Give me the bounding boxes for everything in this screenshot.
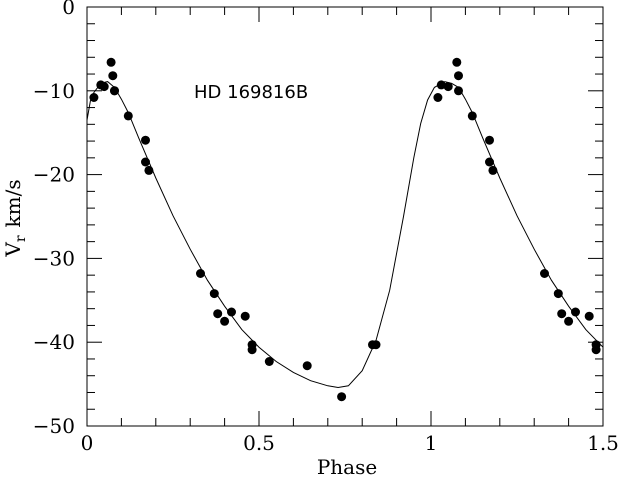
y-axis-title: Vr km/s: [1, 179, 29, 257]
y-axis-title-sub: r: [13, 235, 29, 242]
plot-frame: [86, 6, 604, 427]
y-tick-label: −40: [33, 330, 75, 354]
data-point: [209, 289, 219, 299]
data-point: [141, 157, 150, 167]
y-tick-label: −50: [33, 414, 75, 438]
ticks: [86, 6, 604, 427]
x-tick-label: 0: [81, 431, 94, 455]
x-tick-label: 1.5: [587, 431, 619, 455]
y-tick-label: −30: [33, 246, 75, 270]
data-point: [110, 86, 119, 96]
data-point: [452, 57, 462, 67]
data-point: [220, 316, 230, 326]
data-point: [443, 82, 453, 92]
data-points: [89, 57, 601, 402]
data-point: [302, 361, 312, 371]
data-point: [337, 392, 347, 402]
tick-labels: 0 0.5 1 1.5 0 −10 −20 −30 −40 −50: [33, 0, 619, 455]
data-point: [213, 309, 223, 319]
data-point: [227, 307, 236, 317]
data-point: [540, 269, 549, 278]
data-point: [488, 165, 498, 175]
data-point: [371, 340, 381, 350]
data-point: [108, 71, 118, 81]
data-point: [264, 357, 274, 366]
data-point: [591, 345, 601, 355]
data-point: [123, 111, 133, 121]
data-point: [467, 111, 477, 121]
data-point: [240, 311, 250, 321]
data-point: [454, 71, 463, 81]
y-tick-label: 0: [62, 0, 75, 19]
data-point: [485, 157, 494, 167]
fit-curve: [86, 81, 604, 389]
data-point: [99, 82, 109, 92]
data-point: [584, 311, 594, 321]
data-point: [144, 165, 154, 175]
x-tick-label: 1: [425, 431, 438, 455]
y-tick-label: −10: [33, 79, 75, 103]
data-point: [141, 135, 150, 145]
data-point: [485, 135, 494, 145]
data-point: [196, 269, 205, 278]
y-axis-title-main: V: [1, 242, 25, 258]
svg-text:Vrkm/s: Vr km/s: [1, 179, 29, 257]
data-point: [564, 316, 574, 326]
data-point: [436, 80, 446, 90]
y-axis-title-unit: km/s: [1, 179, 25, 227]
data-point: [454, 86, 463, 96]
x-tick-label: 0.5: [243, 431, 275, 455]
data-point: [106, 57, 116, 67]
annotation-label: HD 169816B: [194, 82, 308, 103]
data-point: [571, 307, 580, 317]
data-point: [557, 309, 567, 319]
y-tick-label: −20: [33, 163, 75, 187]
data-point: [89, 93, 99, 102]
data-point: [553, 289, 563, 299]
data-point: [247, 345, 257, 355]
x-axis-title: Phase: [317, 455, 377, 478]
data-point: [433, 93, 443, 102]
